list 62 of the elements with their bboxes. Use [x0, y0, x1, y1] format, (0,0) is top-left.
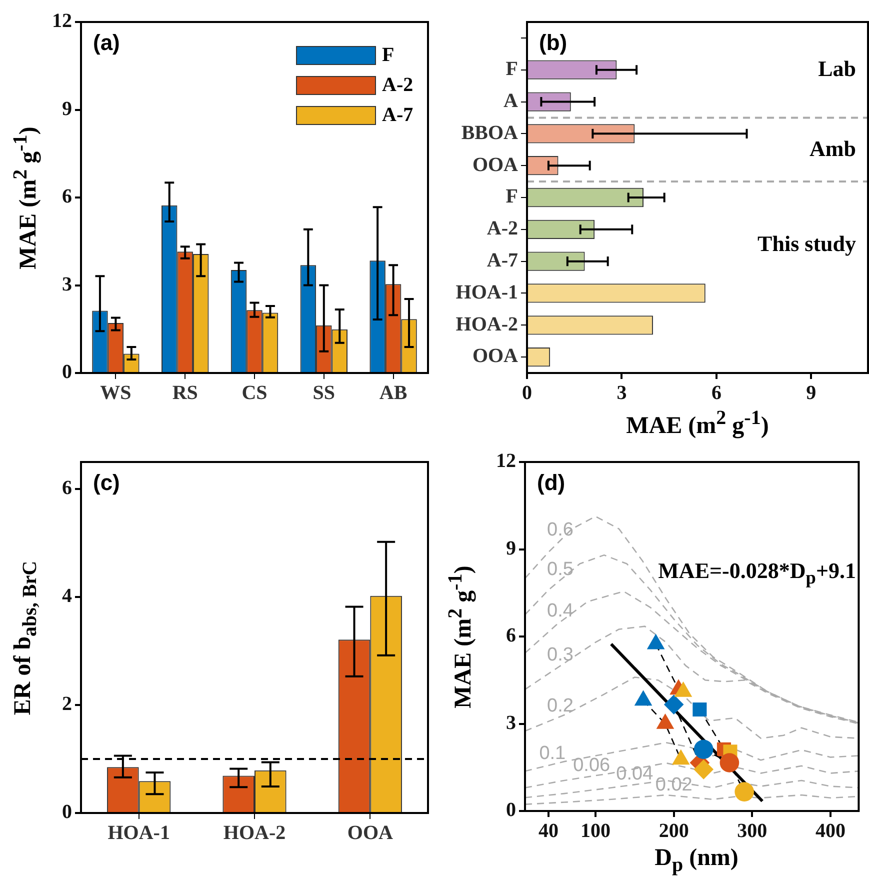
- series-label: 0.1: [539, 743, 566, 764]
- y-tick-label: 3: [62, 273, 72, 296]
- series-label: 0.4: [547, 600, 574, 622]
- chart-title: (c): [93, 470, 120, 496]
- annotation: Lab: [818, 56, 856, 82]
- y-tick-label: 3: [506, 712, 516, 734]
- y-tick-label: 2: [62, 693, 72, 716]
- x-tick-label: 400: [816, 820, 846, 842]
- y-tick-label: BBOA: [461, 122, 519, 144]
- x-tick-label: 6: [711, 382, 722, 404]
- x-tick-label: 200: [658, 820, 689, 842]
- y-tick-label: 12: [496, 450, 516, 472]
- annotation: MAE=-0.028*D$_{p}$+9.1: [658, 558, 856, 588]
- x-axis-title: MAE (m$^{2}$ g$^{-1}$): [626, 407, 769, 440]
- y-tick-label: OOA: [472, 345, 519, 368]
- chart-title: (d): [537, 470, 566, 496]
- x-tick-label: 3: [616, 382, 627, 404]
- series-label: 0.04: [616, 763, 654, 784]
- x-tick-label: AB: [379, 382, 408, 404]
- y-tick-label: 4: [62, 585, 72, 608]
- x-tick-label: CS: [242, 382, 268, 404]
- legend-label: A-7: [382, 104, 414, 127]
- series-label: 0.6: [547, 519, 574, 540]
- x-tick-label: WS: [100, 382, 132, 404]
- y-tick-label: 6: [62, 186, 72, 208]
- y-tick-label: A-7: [486, 249, 518, 272]
- y-tick-label: 6: [506, 624, 516, 647]
- y-tick-label: HOA-1: [456, 281, 518, 304]
- y-tick-label: 6: [62, 477, 72, 500]
- x-tick-label: HOA-1: [108, 822, 170, 844]
- chart-title: (b): [539, 30, 568, 56]
- y-tick-label: 0: [62, 361, 72, 384]
- series-label: 0.5: [547, 558, 574, 580]
- chart-title: (a): [93, 30, 120, 56]
- y-tick-label: OOA: [472, 154, 519, 176]
- x-tick-label: 40: [538, 820, 558, 842]
- x-axis-title: D$_{p}$ (nm): [654, 845, 738, 877]
- x-tick-label: 100: [580, 820, 610, 842]
- x-tick-label: HOA-2: [223, 822, 286, 844]
- y-tick-label: HOA-2: [456, 313, 518, 336]
- series-label: 0.06: [573, 754, 610, 776]
- annotation: This study: [758, 231, 856, 258]
- x-tick-label: SS: [312, 382, 336, 404]
- series-label: 0.3: [547, 644, 574, 666]
- x-tick-label: OOA: [347, 822, 394, 844]
- y-tick-label: 12: [52, 10, 72, 32]
- y-tick-label: A-2: [486, 218, 518, 240]
- legend-label: F: [382, 44, 394, 67]
- x-tick-label: 9: [806, 382, 816, 404]
- y-tick-label: A: [504, 90, 519, 112]
- x-tick-label: RS: [172, 382, 198, 404]
- y-tick-label: 9: [62, 98, 72, 120]
- x-tick-label: 300: [737, 820, 768, 842]
- y-tick-label: 0: [506, 799, 516, 822]
- series-label: 0.02: [655, 774, 692, 796]
- y-tick-label: 9: [506, 537, 516, 560]
- y-tick-label: 0: [62, 801, 72, 824]
- annotation: Amb: [810, 136, 856, 162]
- y-tick-label: F: [506, 186, 518, 208]
- y-tick-label: F: [506, 58, 518, 80]
- series-label: 0.2: [547, 695, 574, 716]
- legend-label: A-2: [382, 74, 414, 97]
